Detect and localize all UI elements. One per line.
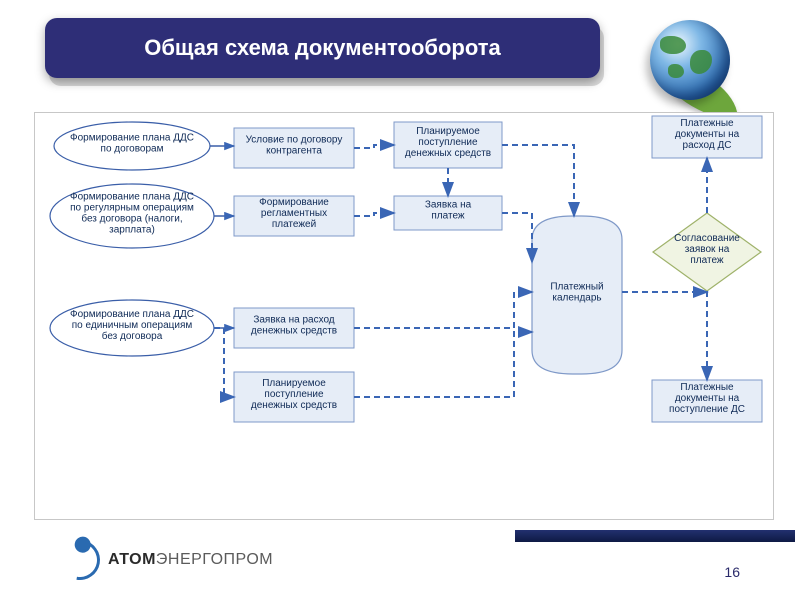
flow-edge-dashed [354,332,532,397]
footer-strip [515,530,795,542]
atom-ring-icon [52,532,108,588]
svg-text:Платежныедокументы напоступлен: Платежныедокументы напоступление ДС [669,382,745,415]
brand-logo: АТОМЭНЕРГОПРОМ [60,540,273,580]
flow-edge-dashed [354,292,532,328]
svg-text:Заявка на расходденежных средс: Заявка на расходденежных средств [251,315,337,337]
flow-edge-dashed [502,213,532,262]
flow-edge-dashed [354,213,394,216]
svg-text:Платежныйкалендарь: Платежныйкалендарь [550,282,603,304]
flow-edge-dashed [354,145,394,148]
svg-text:Заявка наплатеж: Заявка наплатеж [425,200,472,222]
page-title: Общая схема документооборота [144,35,501,61]
brand-text: АТОМЭНЕРГОПРОМ [108,551,273,569]
page-number: 16 [724,564,740,580]
flowchart-canvas: Формирование плана ДДСпо договорамФормир… [34,112,774,520]
title-bar: Общая схема документооборота [45,18,600,78]
flow-edge-dashed [214,328,234,397]
flow-edge-dashed [502,145,574,216]
globe-icon [650,20,730,100]
svg-text:Платежныедокументы нарасход ДС: Платежныедокументы нарасход ДС [675,118,740,151]
